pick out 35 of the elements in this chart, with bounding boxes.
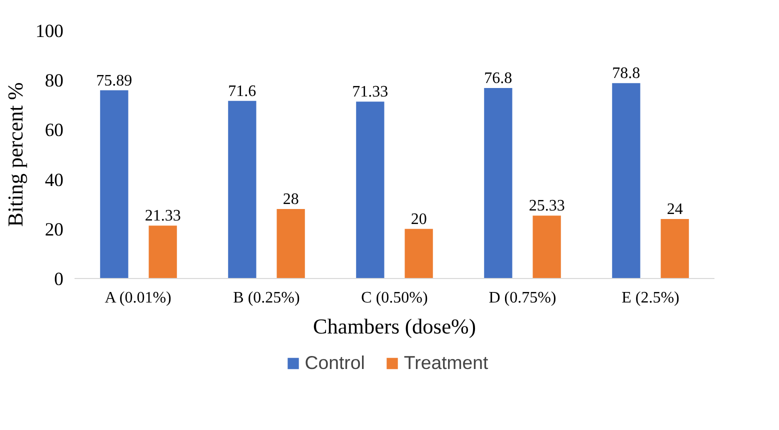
- x-tick-label: A (0.01%): [104, 290, 172, 306]
- bar: [404, 228, 433, 278]
- bar: [148, 226, 177, 278]
- bar: [228, 100, 256, 278]
- bar: [484, 88, 512, 278]
- x-axis-title: Chambers (dose%): [313, 314, 476, 338]
- bar: [660, 218, 689, 278]
- y-tick-label: 40: [44, 170, 64, 191]
- data-label: 20: [410, 210, 427, 228]
- data-label: 75.89: [96, 72, 132, 90]
- y-tick-label: 100: [36, 21, 64, 42]
- legend-label: Treatment: [404, 352, 488, 374]
- y-tick-label: 20: [44, 219, 64, 240]
- data-label: 76.8: [484, 70, 512, 88]
- y-tick-label: 80: [44, 70, 64, 92]
- bar: [276, 209, 305, 278]
- bar: [532, 216, 561, 278]
- bar: [612, 83, 640, 278]
- x-tick-label: E (2.5%): [622, 290, 680, 306]
- data-label: 78.8: [612, 65, 640, 82]
- y-tick-label: 0: [54, 269, 64, 290]
- bar: [356, 102, 384, 278]
- data-label: 71.33: [352, 84, 388, 101]
- x-tick-label: D (0.75%): [488, 290, 556, 306]
- x-tick-label: B (0.25%): [233, 290, 300, 306]
- y-axis-title: Biting percent %: [4, 82, 28, 227]
- data-label: 25.33: [528, 198, 565, 215]
- legend-label: Control: [304, 352, 365, 374]
- data-label: 21.33: [144, 208, 181, 225]
- bar: [100, 90, 128, 278]
- x-tick-label: C (0.50%): [361, 290, 428, 306]
- data-label: 71.6: [228, 82, 256, 100]
- data-label: 24: [666, 200, 683, 218]
- data-label: 28: [282, 191, 299, 208]
- y-tick-label: 60: [44, 120, 64, 142]
